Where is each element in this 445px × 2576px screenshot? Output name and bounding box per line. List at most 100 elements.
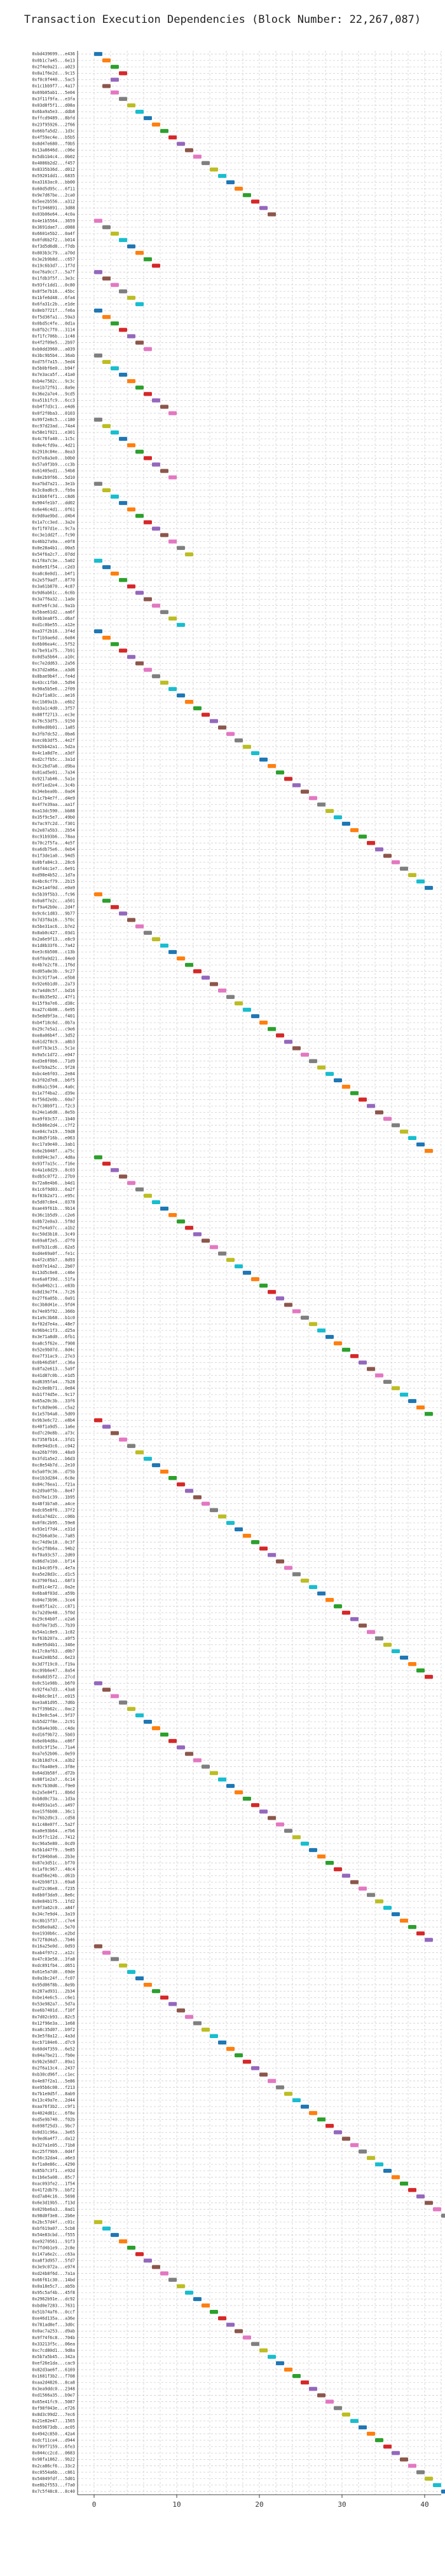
y-tick-label: 0x3fd1a5e2...b6d3: [32, 1456, 76, 1461]
y-tick-label: 0x4b7e2cf8...1f6d: [32, 962, 76, 967]
dependency-bar: [226, 732, 235, 736]
y-tick-label: 0xc1b89a1b...e6b2: [32, 699, 76, 704]
y-tick-label: 0x5b7a5b45...342a: [32, 2354, 76, 2359]
y-tick-label: 0xcf6a40e9...3f8e: [32, 1764, 76, 1769]
dependency-bar: [127, 1707, 135, 1711]
dependency-bar: [127, 655, 135, 659]
dependency-bar: [276, 1296, 284, 1301]
y-tick-label: 0x29c64b0f...e2a6: [32, 1617, 76, 1622]
y-tick-label: 0xa13dc590...bb88: [32, 808, 76, 814]
dependency-bar: [350, 2143, 359, 2147]
dependency-bar: [259, 206, 268, 210]
dependency-bar: [400, 1392, 408, 1397]
y-tick-label: 0x3f11f9fa...e3fa: [32, 97, 76, 102]
y-tick-label: 0xf3d5d6d8...f7db: [32, 244, 76, 249]
dependency-bar: [301, 2104, 309, 2109]
y-tick-label: 0x9b3e6c72...e8b4: [32, 1418, 76, 1423]
dependency-bar: [168, 411, 177, 415]
y-tick-label: 0x4e87f2a1...5e86: [32, 2079, 76, 2084]
y-tick-label: 0xf284b0a6...2b3e: [32, 1854, 76, 1859]
dependency-bar: [425, 1938, 433, 1942]
dependency-bar: [251, 1803, 259, 1808]
y-tick-label: 0xe3c6b508...c13b: [32, 949, 76, 955]
y-tick-label: 0x5a84b2c1...e83b: [32, 1283, 76, 1288]
y-tick-label: 0x35f9c5e7...49b0: [32, 815, 76, 820]
y-tick-label: 0x93e1f7d4...e31d: [32, 1527, 76, 1532]
dependency-bar: [119, 500, 127, 506]
y-tick-label: 0xe8b2f553...f7a0: [32, 2483, 76, 2488]
y-tick-label: 0x1c48e07f...5a2f: [32, 1822, 76, 1827]
y-tick-label: 0xe76a9cc7...5a7f: [32, 270, 76, 275]
y-tick-label: 0xc7e2dd63...2a56: [32, 661, 76, 666]
dependency-bar: [119, 1174, 127, 1179]
dependency-bar: [392, 1386, 400, 1390]
y-tick-label: 0xd1566a35...b9e7: [32, 2393, 76, 2398]
y-tick-label: 0xbd0e7283...7631: [32, 2303, 76, 2308]
dependency-bar: [375, 2162, 383, 2166]
dependency-bar: [416, 2470, 425, 2474]
dependency-bar: [144, 1456, 152, 1461]
y-tick-label: 0x0b46d58f...c36a: [32, 1360, 76, 1365]
dependency-bar: [441, 2489, 445, 2494]
y-tick-label: 0xec0b3df5...4e2f: [32, 738, 76, 743]
dependency-bar: [416, 1142, 425, 1147]
y-tick-label: 0x3ea9ddc0...2348: [32, 2387, 76, 2392]
dependency-bar: [268, 2079, 276, 2083]
y-tick-label: 0x3b18d7c4...a3b2: [32, 1758, 76, 1763]
dependency-bar: [160, 469, 168, 473]
y-tick-label: 0xc74d9e18...0c3f: [32, 1540, 76, 1545]
dependency-bar: [359, 2149, 367, 2154]
dependency-bar: [152, 1200, 160, 1205]
x-tick-label: 30: [338, 2500, 346, 2509]
dependency-bar: [160, 129, 168, 133]
y-tick-label: 0x8e2b9f66...5d10: [32, 475, 76, 480]
y-tick-label: 0x3bc9b5b4...36ab: [32, 353, 76, 358]
y-tick-label: 0x54e83cbd...f555: [32, 2232, 76, 2237]
dependency-bar: [127, 295, 135, 300]
dependency-bar: [127, 244, 135, 249]
dependency-bar: [119, 1963, 127, 1968]
dependency-bar: [226, 180, 235, 185]
y-tick-label: 0xb4e7582c...9c3c: [32, 379, 76, 384]
y-tick-label: 0x2fe4a97c...a1b2: [32, 1226, 76, 1231]
dependency-bar: [202, 713, 210, 717]
y-tick-label: 0x1b6e5a08...85c7: [32, 2175, 76, 2180]
dependency-bar: [193, 2021, 202, 2025]
y-tick-label: 0x2a6e9f13...e8c9: [32, 937, 76, 942]
y-tick-label: 0x16b6f4f1...c8d6: [32, 494, 76, 499]
y-tick-label: 0x5ee2b556...a312: [32, 199, 76, 205]
dependency-bar: [375, 1636, 383, 1640]
y-tick-label: 0x74e05f92...366b: [32, 1309, 76, 1314]
y-tick-label: 0x54049fdf...5d01: [32, 2476, 76, 2481]
dependency-bar: [350, 1880, 359, 1884]
y-tick-label: 0x6f44c1e7...6e91: [32, 866, 76, 871]
dependency-bar: [342, 1348, 350, 1352]
y-tick-label: 0xc8b35e92...47f1: [32, 995, 76, 1000]
dependency-bar: [342, 1084, 350, 1089]
y-tick-label: 0xf1946891...3d88: [32, 206, 76, 211]
dependency-bar: [202, 1501, 210, 1506]
y-tick-label: 0x8fb2c7f0...3114: [32, 328, 76, 333]
y-tick-label: 0x4c76fa40...1c5c: [32, 436, 76, 441]
y-tick-label: 0xe1b3d284...6c8e: [32, 1475, 76, 1480]
dependency-bar: [168, 2277, 177, 2282]
y-tick-label: 0x9d6ab61c...6c6b: [32, 591, 76, 596]
y-tick-label: 0xf1fc706b...1c48: [32, 334, 76, 339]
y-tick-label: 0x3a61b870...4c87: [32, 584, 76, 589]
y-tick-label: 0x38d5f16b...e063: [32, 1136, 76, 1141]
dependency-bar: [94, 558, 102, 563]
y-tick-label: 0x9e7d67be...2ca0: [32, 192, 76, 198]
dependency-bar: [367, 1367, 375, 1371]
dependency-bar: [218, 2316, 226, 2321]
y-tick-label: 0x5e2f8b6a...94b2: [32, 1546, 76, 1551]
dependency-bar: [160, 1733, 168, 1737]
dependency-bar: [210, 1245, 218, 1249]
dependency-bar: [392, 1912, 400, 1917]
y-tick-label: 0xe1930b6c...e2bd: [32, 1931, 76, 1936]
dependency-bar: [334, 1867, 342, 1872]
y-tick-label: 0x88ff2713...ec3e: [32, 713, 76, 718]
dependency-bar: [416, 2194, 425, 2199]
y-tick-label: 0x904fe1b7...dd02: [32, 500, 76, 506]
y-tick-label: 0x4f59ec4e...b5b5: [32, 135, 76, 140]
dependency-bar: [102, 315, 111, 319]
